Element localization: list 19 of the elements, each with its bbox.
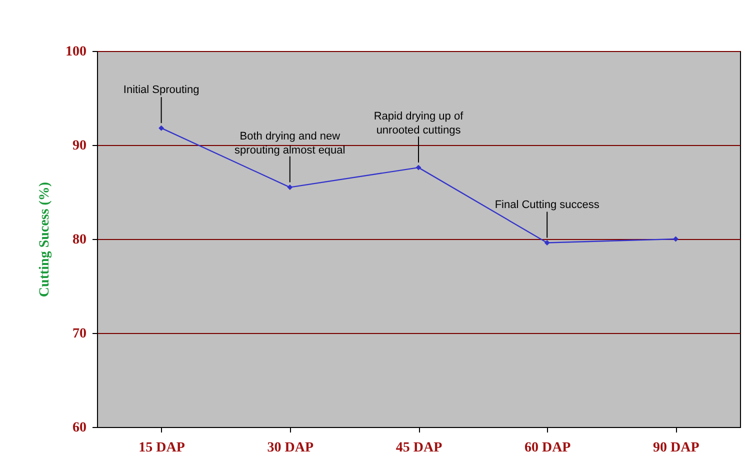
y-tick-label: 60 xyxy=(72,420,86,436)
y-tick-label: 90 xyxy=(72,138,86,154)
y-tick-label: 70 xyxy=(72,326,86,342)
x-tick-label: 45 DAP xyxy=(396,440,443,456)
x-tick-label: 90 DAP xyxy=(653,440,700,456)
annotation: Final Cutting success xyxy=(494,198,600,211)
x-tick-label: 30 DAP xyxy=(267,440,314,456)
point xyxy=(158,125,164,131)
y-tick-label: 100 xyxy=(66,44,86,60)
x-tick-label: 15 DAP xyxy=(138,440,186,456)
y-tick-label: 80 xyxy=(72,232,86,248)
annotation: Rapid drying up of unrooted cuttings xyxy=(374,110,464,137)
y-axis-title: Cutting Sucess (%) xyxy=(38,182,52,298)
point xyxy=(544,240,550,246)
point xyxy=(416,164,422,170)
annotation: Both drying and new sprouting almost equal xyxy=(234,130,346,156)
x-tick-label: 60 DAP xyxy=(524,440,572,456)
point xyxy=(287,184,293,190)
annotation: Initial Sprouting xyxy=(123,84,200,96)
